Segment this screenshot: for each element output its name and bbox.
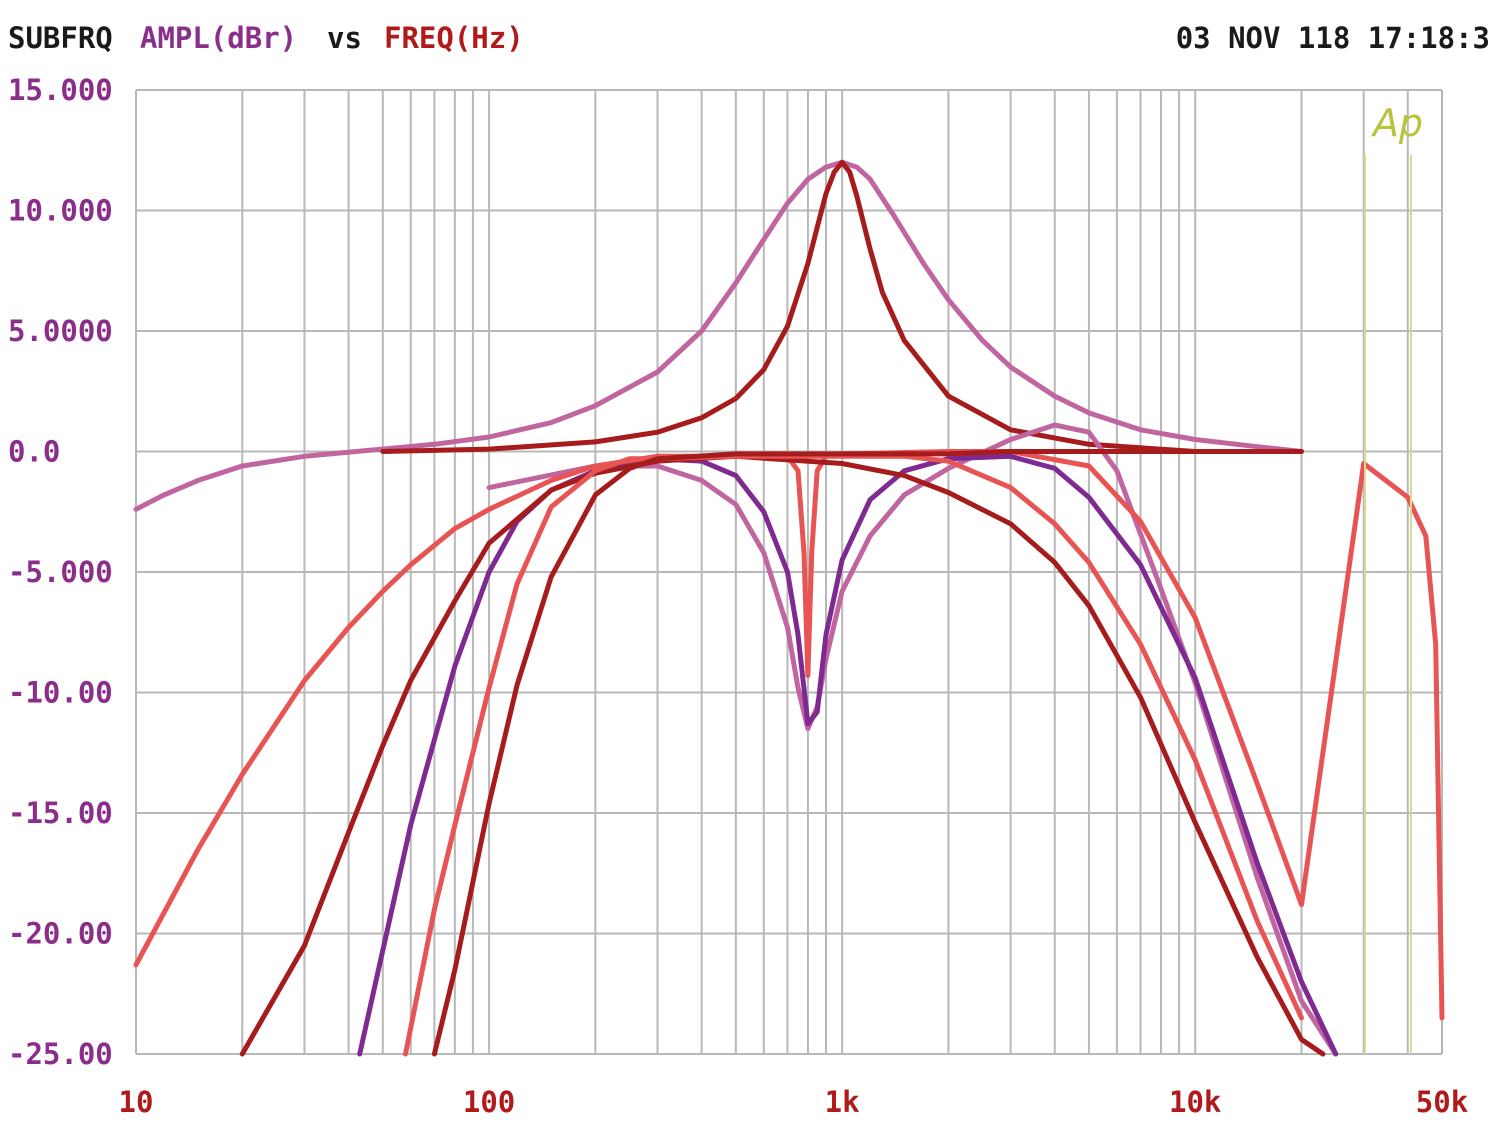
y-tick-label: 0.0 [8, 435, 60, 469]
y-tick-label: 5.0000 [8, 314, 113, 348]
y-tick-label: 10.000 [8, 194, 113, 228]
y-tick-label: -25.00 [8, 1037, 113, 1071]
series-line-4 [357, 453, 1339, 1057]
series-line-3 [486, 422, 1339, 1057]
x-axis-tick-labels: 10 100 1k 10k 50k [119, 1085, 1469, 1119]
series-group [133, 159, 1445, 1057]
y-tick-label: -20.00 [8, 917, 113, 951]
series-line-5 [133, 449, 1445, 1021]
ap-logo: Ap [1364, 101, 1423, 1054]
chart-timestamp: 03 NOV 118 17:18:3 [1176, 21, 1490, 55]
chart-header-x-quantity: FREQ(Hz) [384, 21, 524, 55]
x-tick-label: 1k [825, 1085, 860, 1119]
y-axis-tick-labels: 15.000 10.000 5.0000 0.0 -5.000 -10.00 -15.00 -… [8, 73, 113, 1071]
series-line-2 [380, 159, 1198, 454]
y-tick-label: -5.000 [8, 555, 113, 589]
ap-logo-text: Ap [1370, 101, 1423, 145]
x-tick-label: 50k [1416, 1085, 1468, 1119]
chart-header-name: SUBFRQ [8, 21, 113, 55]
y-tick-label: 15.000 [8, 73, 113, 107]
y-tick-label: -10.00 [8, 676, 113, 710]
x-tick-label: 10k [1169, 1085, 1221, 1119]
x-tick-label: 100 [463, 1085, 515, 1119]
series-line-8 [431, 449, 1304, 1057]
x-tick-label: 10 [119, 1085, 154, 1119]
chart-header-vs: vs [327, 21, 362, 55]
series-line-6 [239, 453, 1326, 1057]
y-tick-label: -15.00 [8, 796, 113, 830]
chart-header-y-quantity: AMPL(dBr) [140, 21, 297, 55]
